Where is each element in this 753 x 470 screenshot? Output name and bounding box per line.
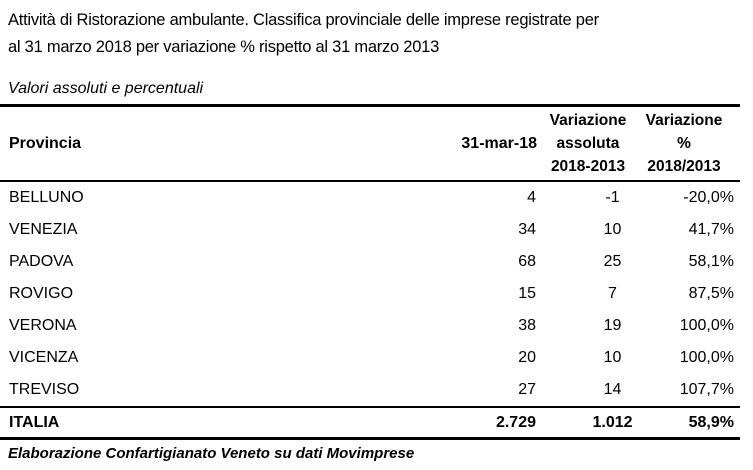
cell-var-pct: 100,0% xyxy=(679,317,734,334)
source-note: Elaborazione Confartigianato Veneto su d… xyxy=(8,445,415,462)
table-title-line2: al 31 marzo 2018 per variazione % rispet… xyxy=(8,38,439,56)
table-title: Attività di Ristorazione ambulante. Clas… xyxy=(8,7,753,61)
cell-var-abs: 25 xyxy=(603,253,622,270)
table-row: VENEZIA 34 10 41,7% xyxy=(0,214,740,246)
cell-provincia: TREVISO xyxy=(9,381,80,398)
cell-value: 4 xyxy=(527,189,536,206)
cell-var-abs: 14 xyxy=(603,381,622,398)
table-row: PADOVA 68 25 58,1% xyxy=(0,246,740,278)
cell-provincia: BELLUNO xyxy=(9,189,84,206)
data-table: Provincia 31-mar-18 Variazione assoluta … xyxy=(0,104,740,440)
header-line: % xyxy=(677,135,691,152)
total-var-pct: 58,9% xyxy=(688,413,734,431)
cell-var-pct: 100,0% xyxy=(679,349,734,366)
cell-value: 38 xyxy=(518,317,536,334)
cell-provincia: VENEZIA xyxy=(9,221,78,238)
cell-var-pct: 41,7% xyxy=(688,221,734,238)
header-row: Provincia 31-mar-18 Variazione assoluta … xyxy=(0,105,740,182)
cell-value: 68 xyxy=(518,253,536,270)
cell-var-abs: 19 xyxy=(603,317,622,334)
cell-var-pct: 58,1% xyxy=(688,253,734,270)
cell-var-pct: 107,7% xyxy=(679,381,734,398)
total-row: ITALIA 2.729 1.012 58,9% xyxy=(0,407,740,439)
header-line: assoluta xyxy=(556,135,620,152)
table-body: BELLUNO 4 -1 -20,0% VENEZIA 34 10 41,7% … xyxy=(0,181,740,407)
table-row: VERONA 38 19 100,0% xyxy=(0,310,740,342)
cell-value: 34 xyxy=(518,221,536,238)
cell-value: 27 xyxy=(518,381,536,398)
cell-var-abs: 7 xyxy=(608,285,617,302)
cell-provincia: VICENZA xyxy=(9,349,79,366)
header-line: 2018-2013 xyxy=(550,158,626,175)
table-title-line1: Attività di Ristorazione ambulante. Clas… xyxy=(8,11,599,29)
table-footer: ITALIA 2.729 1.012 58,9% xyxy=(0,407,740,439)
table-row: VICENZA 20 10 100,0% xyxy=(0,342,740,374)
cell-value: 15 xyxy=(518,285,536,302)
cell-var-pct: 87,5% xyxy=(688,285,734,302)
table-row: BELLUNO 4 -1 -20,0% xyxy=(0,181,740,214)
cell-provincia: PADOVA xyxy=(9,253,74,270)
table-subtitle: Valori assoluti e percentuali xyxy=(8,80,204,97)
total-var-abs: 1.012 xyxy=(592,413,633,431)
column-header-variazione-pct: Variazione % 2018/2013 xyxy=(640,106,740,182)
cell-value: 20 xyxy=(518,349,536,366)
header-line: 2018/2013 xyxy=(647,158,721,175)
table-row: ROVIGO 15 7 87,5% xyxy=(0,278,740,310)
column-header-date: 31-mar-18 xyxy=(461,135,537,152)
cell-var-pct: -20,0% xyxy=(683,189,734,206)
column-header-variazione-assoluta: Variazione assoluta 2018-2013 xyxy=(545,106,640,182)
cell-provincia: VERONA xyxy=(9,317,77,334)
total-label: ITALIA xyxy=(9,413,60,431)
cell-var-abs: -1 xyxy=(605,189,620,206)
table-header: Provincia 31-mar-18 Variazione assoluta … xyxy=(0,105,740,182)
header-line: Variazione xyxy=(549,112,627,129)
cell-var-abs: 10 xyxy=(603,221,622,238)
header-line: Variazione xyxy=(645,112,723,129)
cell-provincia: ROVIGO xyxy=(9,285,74,302)
cell-var-abs: 10 xyxy=(603,349,622,366)
table-row: TREVISO 27 14 107,7% xyxy=(0,374,740,407)
column-header-provincia: Provincia xyxy=(9,135,82,152)
total-value: 2.729 xyxy=(495,413,536,431)
